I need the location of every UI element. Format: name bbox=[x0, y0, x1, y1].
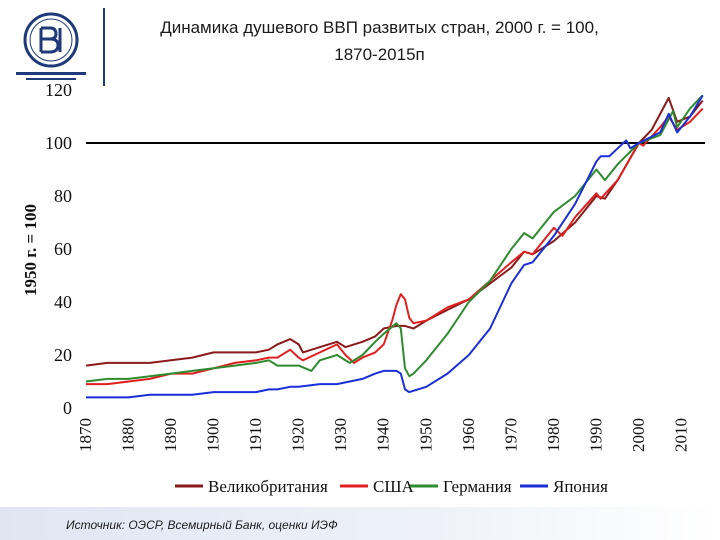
x-tick-label: 1930 bbox=[331, 418, 350, 452]
x-tick-label: 2000 bbox=[629, 418, 648, 452]
x-tick-label: 1940 bbox=[374, 418, 393, 452]
title-line-1: Динамика душевого ВВП развитых стран, 20… bbox=[160, 18, 599, 37]
x-tick-label: 1990 bbox=[586, 418, 605, 452]
bottom-decor-bar bbox=[0, 507, 720, 540]
legend-label-1: Великобритания bbox=[208, 477, 328, 496]
x-tick-label: 1880 bbox=[119, 418, 138, 452]
header-divider bbox=[103, 8, 105, 86]
x-tick-label: 1910 bbox=[246, 418, 265, 452]
series-line-4 bbox=[86, 94, 704, 399]
series-line-3 bbox=[85, 94, 704, 383]
y-axis-label: 1950 г. = 100 bbox=[21, 204, 40, 296]
y-tick-label: 40 bbox=[54, 292, 72, 312]
y-tick-label: 0 bbox=[63, 398, 72, 418]
y-tick-label: 80 bbox=[54, 186, 72, 206]
x-tick-label: 2010 bbox=[671, 418, 690, 452]
legend-label-4: Япония bbox=[553, 477, 608, 496]
legend-label-2: США bbox=[373, 477, 414, 496]
x-tick-label: 1900 bbox=[204, 418, 223, 452]
x-tick-label: 1970 bbox=[501, 418, 520, 452]
y-tick-label: 100 bbox=[45, 133, 72, 153]
slide-title: Динамика душевого ВВП развитых стран, 20… bbox=[112, 14, 647, 68]
y-tick-label: 120 bbox=[45, 80, 72, 100]
y-tick-label: 60 bbox=[54, 239, 72, 259]
x-tick-label: 1960 bbox=[459, 418, 478, 452]
source-note: Источник: ОЭСР, Всемирный Банк, оценки И… bbox=[66, 518, 338, 532]
legend-label-3: Германия bbox=[443, 477, 512, 496]
x-tick-label: 1980 bbox=[544, 418, 563, 452]
series-line-2 bbox=[86, 107, 704, 386]
hse-emblem-icon bbox=[16, 12, 86, 80]
x-tick-label: 1950 bbox=[416, 418, 435, 452]
hse-logo bbox=[8, 8, 94, 88]
x-tick-label: 1920 bbox=[289, 418, 308, 452]
y-tick-label: 20 bbox=[54, 345, 72, 365]
title-line-2: 1870-2015п bbox=[334, 45, 425, 64]
x-tick-label: 1870 bbox=[76, 418, 95, 452]
series-line-1 bbox=[85, 96, 704, 367]
x-tick-label: 1890 bbox=[161, 418, 180, 452]
